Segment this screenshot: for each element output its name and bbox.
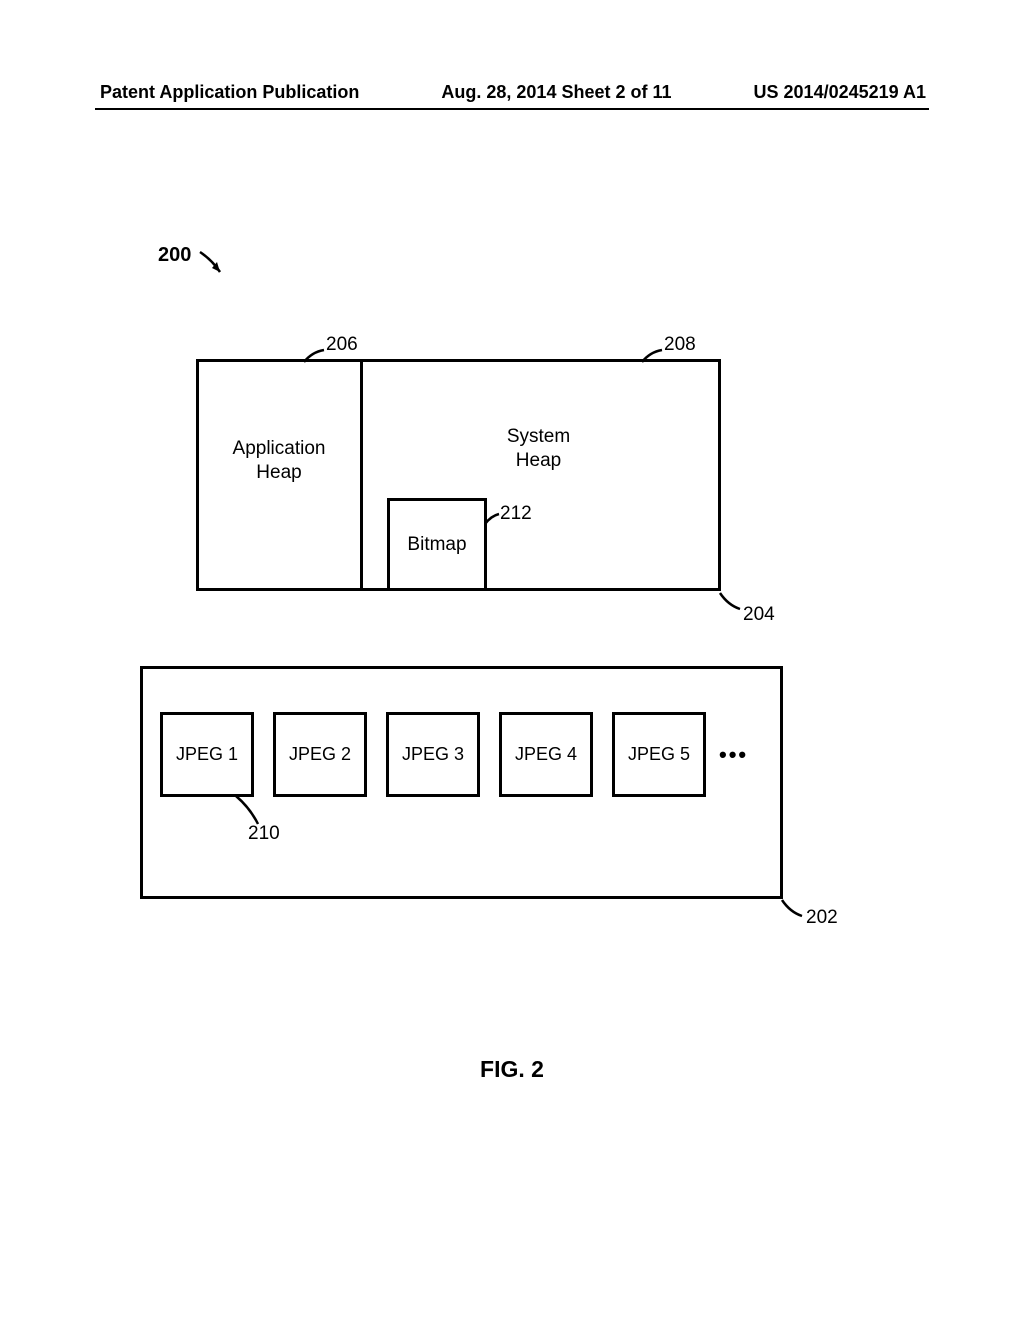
system-heap-label: System Heap [359, 425, 718, 473]
bitmap-label: Bitmap [407, 534, 466, 556]
header-right: US 2014/0245219 A1 [754, 82, 926, 103]
jpeg-box: JPEG 5 [612, 712, 706, 797]
arrow-200-icon [198, 250, 238, 290]
storage-diagram: JPEG 1 JPEG 2 JPEG 3 JPEG 4 JPEG 5 ••• [140, 666, 783, 899]
jpeg-box: JPEG 4 [499, 712, 593, 797]
header-left: Patent Application Publication [100, 82, 359, 103]
lead-202-icon [780, 898, 808, 920]
jpeg-box: JPEG 3 [386, 712, 480, 797]
jpeg-label: JPEG 2 [289, 744, 351, 765]
jpeg-label: JPEG 5 [628, 744, 690, 765]
header-rule [95, 108, 929, 110]
ref-206: 206 [326, 334, 358, 356]
ref-208: 208 [664, 334, 696, 356]
jpeg-label: JPEG 4 [515, 744, 577, 765]
bitmap-box: Bitmap [387, 498, 487, 591]
memory-diagram: Application Heap System Heap Bitmap [196, 359, 721, 591]
jpeg-label: JPEG 1 [176, 744, 238, 765]
heap-divider [360, 362, 363, 588]
patent-figure-page: Patent Application Publication Aug. 28, … [0, 0, 1024, 1320]
jpeg-label: JPEG 3 [402, 744, 464, 765]
jpeg-box: JPEG 2 [273, 712, 367, 797]
system-heap-text: System Heap [507, 426, 570, 471]
lead-204-icon [718, 591, 746, 613]
page-header: Patent Application Publication Aug. 28, … [100, 82, 926, 103]
jpeg-box: JPEG 1 [160, 712, 254, 797]
application-heap-text: Application Heap [233, 438, 326, 483]
ref-200: 200 [158, 244, 191, 267]
lead-210-icon [234, 794, 264, 828]
ellipsis-icon: ••• [719, 742, 748, 768]
header-center: Aug. 28, 2014 Sheet 2 of 11 [441, 82, 671, 103]
ref-204: 204 [743, 604, 775, 626]
figure-caption: FIG. 2 [0, 1056, 1024, 1083]
application-heap-label: Application Heap [199, 437, 359, 485]
ref-202: 202 [806, 907, 838, 929]
jpeg-row: JPEG 1 JPEG 2 JPEG 3 JPEG 4 JPEG 5 ••• [160, 712, 763, 797]
